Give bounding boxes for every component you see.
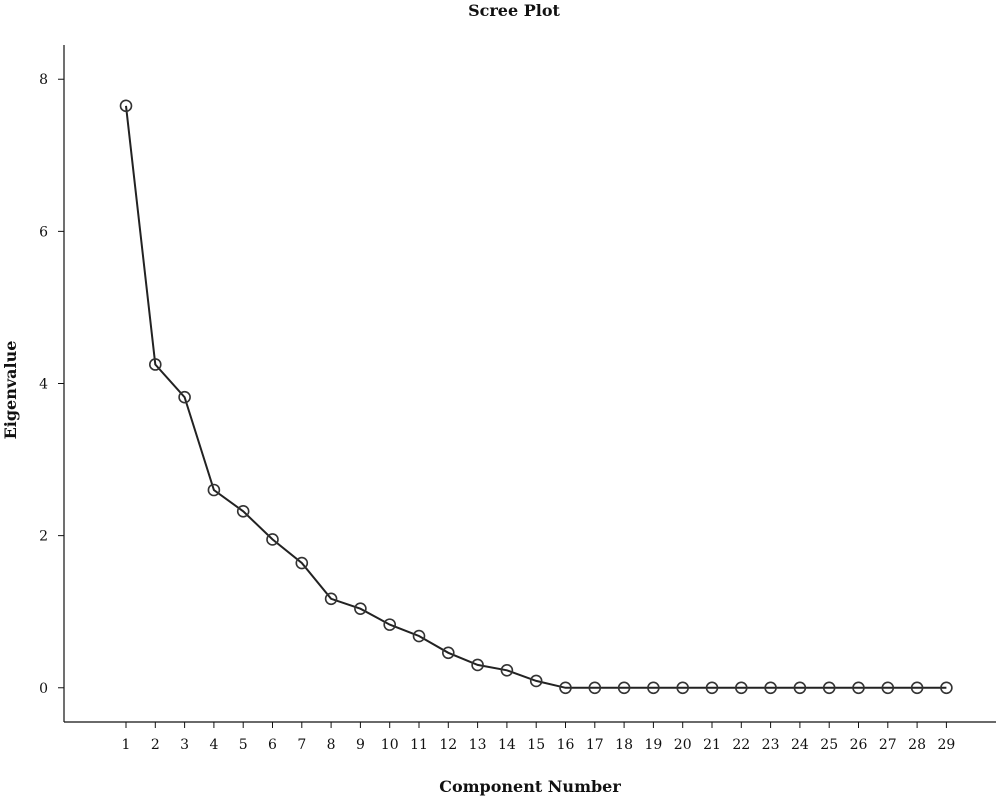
x-tick-label: 12 <box>439 737 457 753</box>
y-tick-label: 8 <box>39 72 48 88</box>
x-tick-label: 21 <box>703 737 721 753</box>
data-point <box>324 592 338 606</box>
data-point <box>500 663 514 677</box>
data-point <box>617 681 631 695</box>
data-point <box>149 358 162 371</box>
x-tick-label: 16 <box>557 737 575 753</box>
x-tick-label: 9 <box>356 737 365 753</box>
data-point <box>940 681 953 695</box>
x-ticks: 1 2 3 4 5 6 7 8 9 10 11 12 13 14 15 16 17 18 19 20 21 22 23 24 2… <box>122 722 955 753</box>
x-tick-label: 6 <box>268 737 277 753</box>
x-tick-label: 29 <box>937 737 955 753</box>
data-point <box>852 681 865 695</box>
y-tick-label: 6 <box>39 224 48 240</box>
data-point <box>471 658 484 672</box>
x-tick-label: 20 <box>674 737 692 753</box>
y-tick-label: 0 <box>39 681 48 697</box>
data-point <box>588 681 602 695</box>
x-tick-label: 5 <box>239 737 248 753</box>
data-point <box>559 681 572 695</box>
x-tick-label: 3 <box>180 737 189 753</box>
data-point <box>705 681 719 695</box>
data-point <box>529 674 543 688</box>
data-point <box>764 681 777 695</box>
x-tick-label: 24 <box>791 737 809 753</box>
y-tick-label: 4 <box>39 377 48 393</box>
x-tick-label: 22 <box>732 737 750 753</box>
x-tick-label: 13 <box>469 737 487 753</box>
data-point <box>441 646 455 660</box>
x-tick-label: 23 <box>762 737 780 753</box>
x-axis-label: Component Number <box>439 777 621 796</box>
data-point <box>910 681 924 695</box>
x-tick-label: 26 <box>850 737 868 753</box>
x-tick-label: 14 <box>498 737 516 753</box>
data-point <box>383 618 397 631</box>
data-point <box>647 681 660 695</box>
data-point <box>881 681 895 695</box>
y-axis-label: Eigenvalue <box>1 341 20 440</box>
x-tick-label: 1 <box>122 737 131 753</box>
data-point <box>793 681 807 695</box>
x-tick-label: 27 <box>879 737 897 753</box>
data-point <box>354 602 367 615</box>
data-point <box>822 681 836 695</box>
x-tick-label: 25 <box>820 737 838 753</box>
data-point <box>236 504 250 518</box>
series-line <box>125 105 947 689</box>
x-tick-label: 7 <box>297 737 306 753</box>
x-tick-label: 19 <box>644 737 662 753</box>
x-tick-label: 10 <box>381 737 399 753</box>
data-point <box>295 556 309 570</box>
data-points <box>119 99 953 695</box>
x-tick-label: 17 <box>586 737 604 753</box>
data-point <box>676 681 690 695</box>
x-tick-label: 4 <box>209 737 218 753</box>
x-tick-label: 15 <box>527 737 545 753</box>
x-tick-label: 18 <box>615 737 633 753</box>
chart-title: Scree Plot <box>468 1 560 20</box>
data-point <box>119 99 133 113</box>
y-tick-label: 2 <box>39 529 48 545</box>
x-tick-label: 28 <box>908 737 926 753</box>
data-point <box>266 533 279 546</box>
x-tick-label: 8 <box>327 737 336 753</box>
data-point <box>207 483 221 497</box>
x-tick-label: 11 <box>410 737 428 753</box>
data-point <box>734 681 748 695</box>
x-tick-label: 2 <box>151 737 160 753</box>
axes <box>63 45 996 723</box>
data-point <box>178 390 191 404</box>
data-point <box>412 629 426 643</box>
y-ticks: 0 2 4 6 8 <box>39 72 64 697</box>
